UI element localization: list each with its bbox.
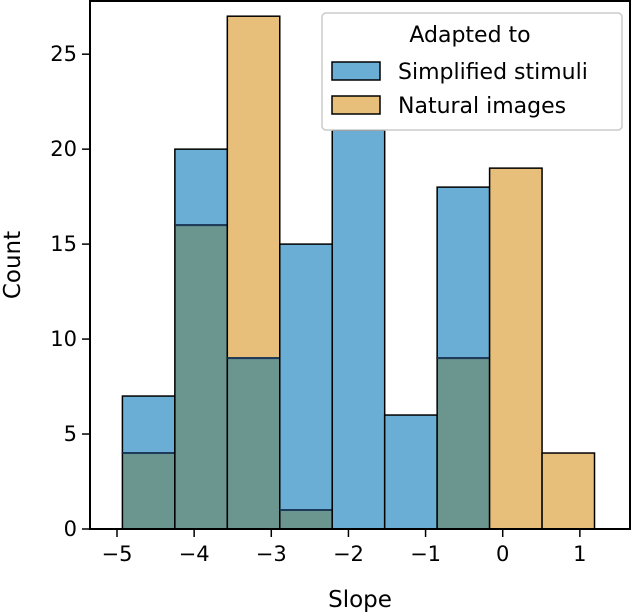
x-tick-label: 1: [573, 542, 586, 566]
bar-simplified-stimuli-bin-1: [174, 148, 229, 226]
x-tick-label: −3: [256, 542, 287, 566]
bar-overlap-bin-1: [174, 224, 229, 530]
y-tick-label: 0: [64, 517, 77, 541]
x-tick-label: −5: [102, 542, 133, 566]
bar-natural-images-bin-7: [488, 167, 543, 530]
bar-simplified-stimuli-bin-4: [331, 129, 386, 530]
bar-overlap-bin-3: [279, 509, 333, 530]
x-tick-label: −2: [333, 542, 364, 566]
bar-simplified-stimuli-bin-0: [121, 395, 176, 454]
bar-natural-images-bin-8: [541, 452, 596, 530]
x-tick-label: −1: [410, 542, 441, 566]
y-tick-label: 15: [50, 232, 77, 256]
y-axis: 0 5 10 15 20 25: [50, 42, 90, 541]
bars-layer: [121, 15, 596, 530]
legend-label-natural-images: Natural images: [398, 94, 566, 119]
bar-simplified-stimuli-bin-6: [436, 186, 491, 359]
x-axis: −5 −4 −3 −2 −1 0 1: [102, 529, 587, 566]
y-axis-label: Count: [0, 231, 26, 299]
bar-overlap-bin-0: [121, 452, 176, 530]
y-tick-label: 5: [64, 422, 77, 446]
y-tick-label: 20: [50, 137, 77, 161]
legend-title: Adapted to: [409, 23, 530, 48]
plot-frame: [89, 0, 631, 530]
y-tick-label: 25: [50, 42, 77, 66]
bar-natural-images-bin-2: [226, 15, 281, 359]
x-axis-label: Slope: [328, 587, 392, 613]
bar-simplified-stimuli-bin-3: [279, 243, 333, 511]
bar-simplified-stimuli-bin-5: [383, 414, 438, 530]
bar-overlap-bin-6: [436, 357, 491, 530]
legend-swatch-simplified-stimuli: [331, 61, 381, 81]
legend-box: [321, 12, 623, 131]
x-tick-label: −4: [179, 542, 210, 566]
legend-label-simplified-stimuli: Simplified stimuli: [398, 60, 588, 85]
y-tick-label: 10: [50, 327, 77, 351]
legend-swatch-natural-images: [331, 95, 381, 115]
x-tick-label: 0: [496, 542, 509, 566]
bar-overlap-bin-2: [226, 357, 281, 530]
legend: Adapted to Simplified stimuli Natural im…: [321, 12, 623, 131]
